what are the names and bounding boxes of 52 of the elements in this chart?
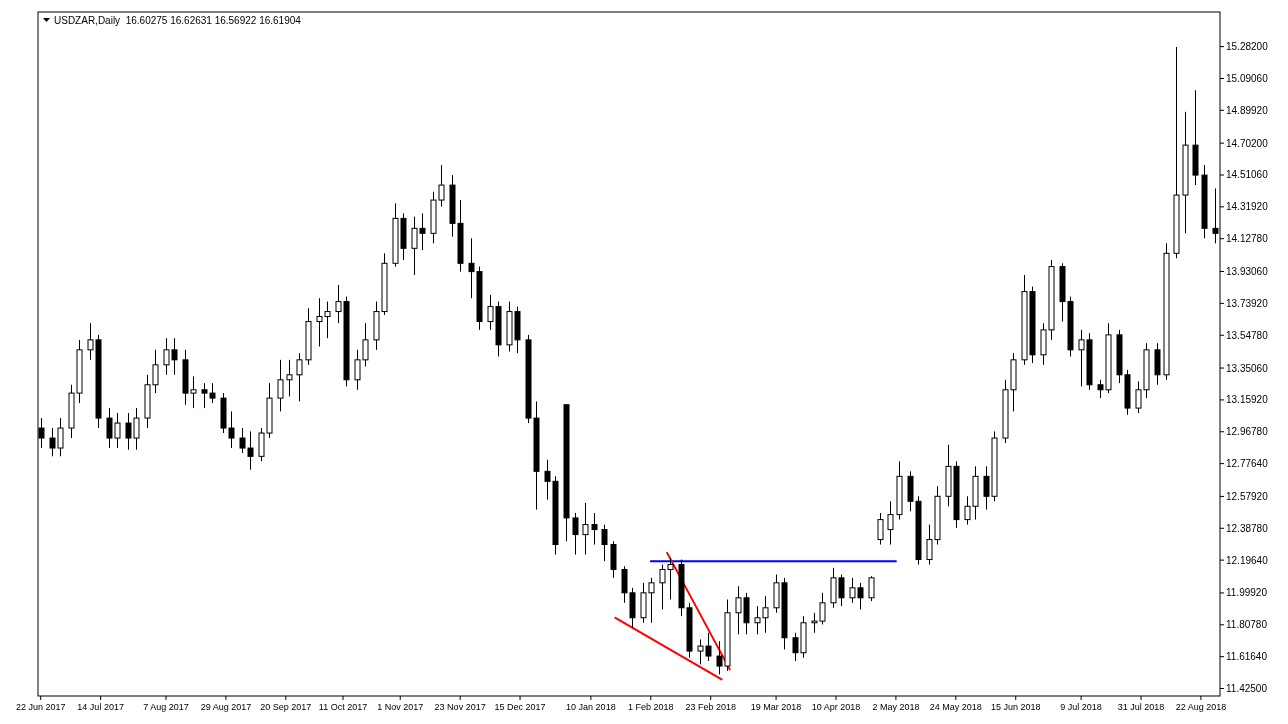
x-tick-label: 24 May 2018 [929, 702, 982, 712]
y-tick-label: 14.31920 [1226, 201, 1269, 213]
x-tick-label: 29 Aug 2017 [200, 702, 252, 712]
y-tick-label: 13.93060 [1226, 266, 1269, 278]
x-tick-label: 22 Jun 2017 [15, 702, 66, 712]
x-tick-label: 7 Aug 2017 [143, 702, 189, 712]
x-tick-label: 31 Jul 2018 [1117, 702, 1165, 712]
x-tick-label: 15 Dec 2017 [494, 702, 546, 712]
candlestick [277, 359, 284, 412]
candlestick [296, 352, 303, 402]
y-tick-label: 12.19640 [1226, 554, 1269, 566]
candlestick [601, 524, 608, 562]
y-tick-label: 12.38780 [1226, 522, 1269, 534]
y-tick-label: 11.80780 [1226, 619, 1268, 631]
x-tick-label: 1 Nov 2017 [377, 702, 424, 712]
y-tick-label: 15.09060 [1226, 72, 1269, 84]
x-tick-label: 23 Nov 2017 [434, 702, 486, 712]
y-tick-label: 14.51060 [1226, 169, 1269, 181]
x-tick-label: 11 Oct 2017 [318, 702, 368, 712]
x-tick-label: 2 May 2018 [872, 702, 920, 712]
x-tick-label: 14 Jul 2017 [77, 702, 124, 712]
candlestick [582, 502, 589, 556]
candlestick [887, 500, 894, 546]
y-tick-label: 13.15920 [1226, 394, 1269, 406]
y-tick-label: 13.54780 [1226, 329, 1269, 341]
chart-title: USDZAR,Daily 16.60275 16.62631 16.56922 16.61904 [54, 15, 302, 26]
candlestick [286, 359, 293, 397]
y-tick-label: 11.61640 [1226, 651, 1268, 663]
y-tick-label: 12.77640 [1226, 458, 1269, 470]
y-tick-label: 12.96780 [1226, 426, 1269, 438]
x-tick-label: 20 Sep 2017 [260, 702, 312, 712]
candlestick [572, 512, 579, 556]
x-tick-label: 1 Feb 2018 [628, 702, 674, 712]
y-tick-label: 14.12780 [1226, 233, 1269, 245]
y-tick-label: 11.42500 [1226, 683, 1268, 695]
x-tick-label: 10 Jan 2018 [566, 702, 616, 712]
y-tick-label: 12.57920 [1226, 490, 1269, 502]
x-tick-label: 15 Jun 2018 [990, 702, 1041, 712]
candlestick [877, 512, 884, 546]
x-tick-label: 19 Mar 2018 [750, 702, 802, 712]
y-tick-label: 14.70200 [1226, 137, 1269, 149]
y-tick-label: 13.35060 [1226, 362, 1269, 374]
x-tick-label: 22 Aug 2018 [1175, 702, 1227, 712]
y-tick-label: 11.99920 [1226, 587, 1268, 599]
y-tick-label: 14.89920 [1226, 104, 1269, 116]
x-tick-label: 23 Feb 2018 [685, 702, 736, 712]
candlestick [868, 575, 875, 602]
x-tick-label: 9 Jul 2018 [1060, 702, 1102, 712]
x-tick-label: 10 Apr 2018 [811, 702, 861, 712]
y-tick-label: 13.73920 [1226, 297, 1269, 309]
y-tick-label: 15.28200 [1226, 41, 1269, 53]
candlestick [591, 512, 598, 546]
